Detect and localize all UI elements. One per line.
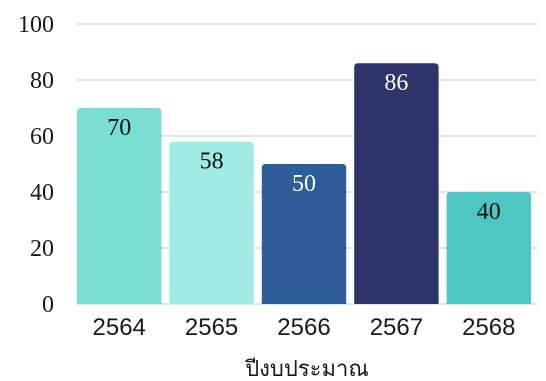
bar-2566 — [261, 164, 347, 304]
x-axis-label: ปีงบประมาณ — [244, 357, 369, 381]
y-tick-label: 40 — [30, 180, 54, 206]
bar-2565 — [169, 141, 254, 304]
x-tick-label: 2566 — [277, 314, 330, 341]
y-tick-label: 20 — [30, 236, 54, 262]
x-tick-label: 2565 — [185, 314, 238, 341]
bar-value-label: 58 — [200, 149, 224, 175]
bar-2564 — [77, 108, 162, 304]
bar-2568 — [446, 192, 531, 304]
bar-2567 — [354, 63, 439, 305]
bar-value-label: 86 — [384, 70, 408, 96]
bar-value-label: 40 — [477, 199, 501, 225]
x-tick-label: 2564 — [93, 314, 146, 341]
y-tick-label: 100 — [18, 12, 54, 38]
bar-value-label: 70 — [107, 115, 131, 141]
x-tick-label: 2568 — [462, 314, 515, 341]
bar-value-label: 50 — [292, 171, 316, 197]
bars: 70 58 50 86 40 — [77, 63, 531, 305]
x-tick-label: 2567 — [370, 314, 423, 341]
y-axis-ticks: 0 20 40 60 80 100 — [18, 12, 54, 318]
y-tick-label: 80 — [30, 68, 54, 94]
y-tick-label: 60 — [30, 124, 54, 150]
x-axis-ticks: 2564 2565 2566 2567 2568 — [93, 314, 516, 341]
y-tick-label: 0 — [42, 292, 54, 318]
